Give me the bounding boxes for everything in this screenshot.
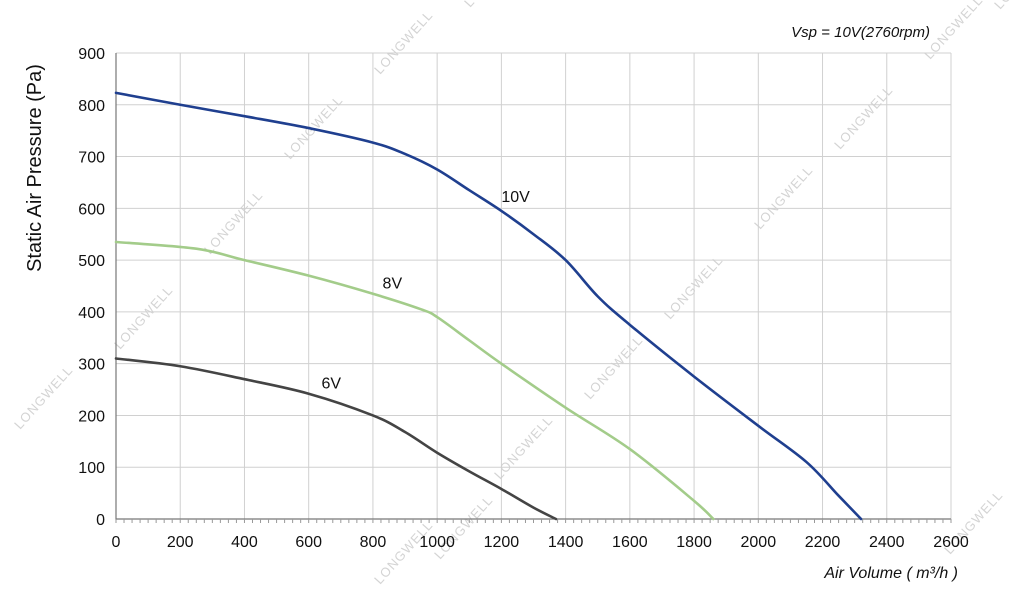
speed-note: Vsp = 10V(2760rpm) [791,24,930,41]
y-tick-label: 400 [78,305,105,322]
watermark-logo: LONGWELL [111,282,176,352]
series-line-6V [114,357,558,521]
x-tick-label: 2000 [741,534,777,551]
watermark-logo: LONGWELL [11,362,76,432]
watermark-logo: LONGWELL [371,7,436,77]
y-tick-label: 0 [96,512,105,529]
x-tick-label: 1600 [612,534,648,551]
watermark-logo: LONGWELL [201,187,266,257]
series-label-6V: 6V [322,376,342,393]
x-tick-label: 400 [231,534,258,551]
x-tick-label: 200 [167,534,194,551]
x-tick-label: 2400 [869,534,905,551]
watermark-logo: LONGWELL [461,0,526,10]
series-label-8V: 8V [383,276,403,293]
watermark-logo: LONGWELL [491,412,556,482]
series-lines [114,91,863,521]
watermark-logo: LONGWELL [991,0,1024,12]
x-tick-label: 1400 [548,534,584,551]
watermark-logo: LONGWELL [431,492,496,562]
y-tick-label: 200 [78,408,105,425]
series-label-10V: 10V [501,189,530,206]
y-tick-label: 800 [78,98,105,115]
watermark-logo: LONGWELL [281,92,346,162]
grid [115,52,952,520]
y-tick-label: 100 [78,460,105,477]
series-line-10V [114,91,863,521]
y-tick-label: 900 [78,46,105,63]
watermark-logo: LONGWELL [751,162,816,232]
watermark-logo: LONGWELL [371,517,436,587]
x-tick-label: 1800 [676,534,712,551]
y-tick-label: 600 [78,201,105,218]
series-labels: 10V 8V 6V [322,189,531,392]
x-tick-label: 0 [112,534,121,551]
x-axis-title: Air Volume ( m³/h ) [823,565,958,582]
y-axis-title: Static Air Pressure (Pa) [24,64,46,272]
x-tick-label: 600 [295,534,322,551]
x-tick-label: 1200 [484,534,520,551]
y-tick-label: 500 [78,253,105,270]
watermark-logo: LONGWELL [581,332,646,402]
axes [115,53,952,523]
y-tick-label: 700 [78,150,105,167]
y-axis-ticks: 0 100 200 300 400 500 600 700 800 900 [78,46,105,529]
x-tick-label: 2200 [805,534,841,551]
x-tick-label: 800 [360,534,387,551]
series-line-8V [114,240,715,521]
y-tick-label: 300 [78,357,105,374]
x-axis-ticks: 0 200 400 600 800 1000 1200 1400 1600 1800 2000 220… [112,534,969,551]
watermark-logo: LONGWELL [831,82,896,152]
x-tick-label: 2600 [933,534,969,551]
x-tick-label: 1000 [419,534,455,551]
